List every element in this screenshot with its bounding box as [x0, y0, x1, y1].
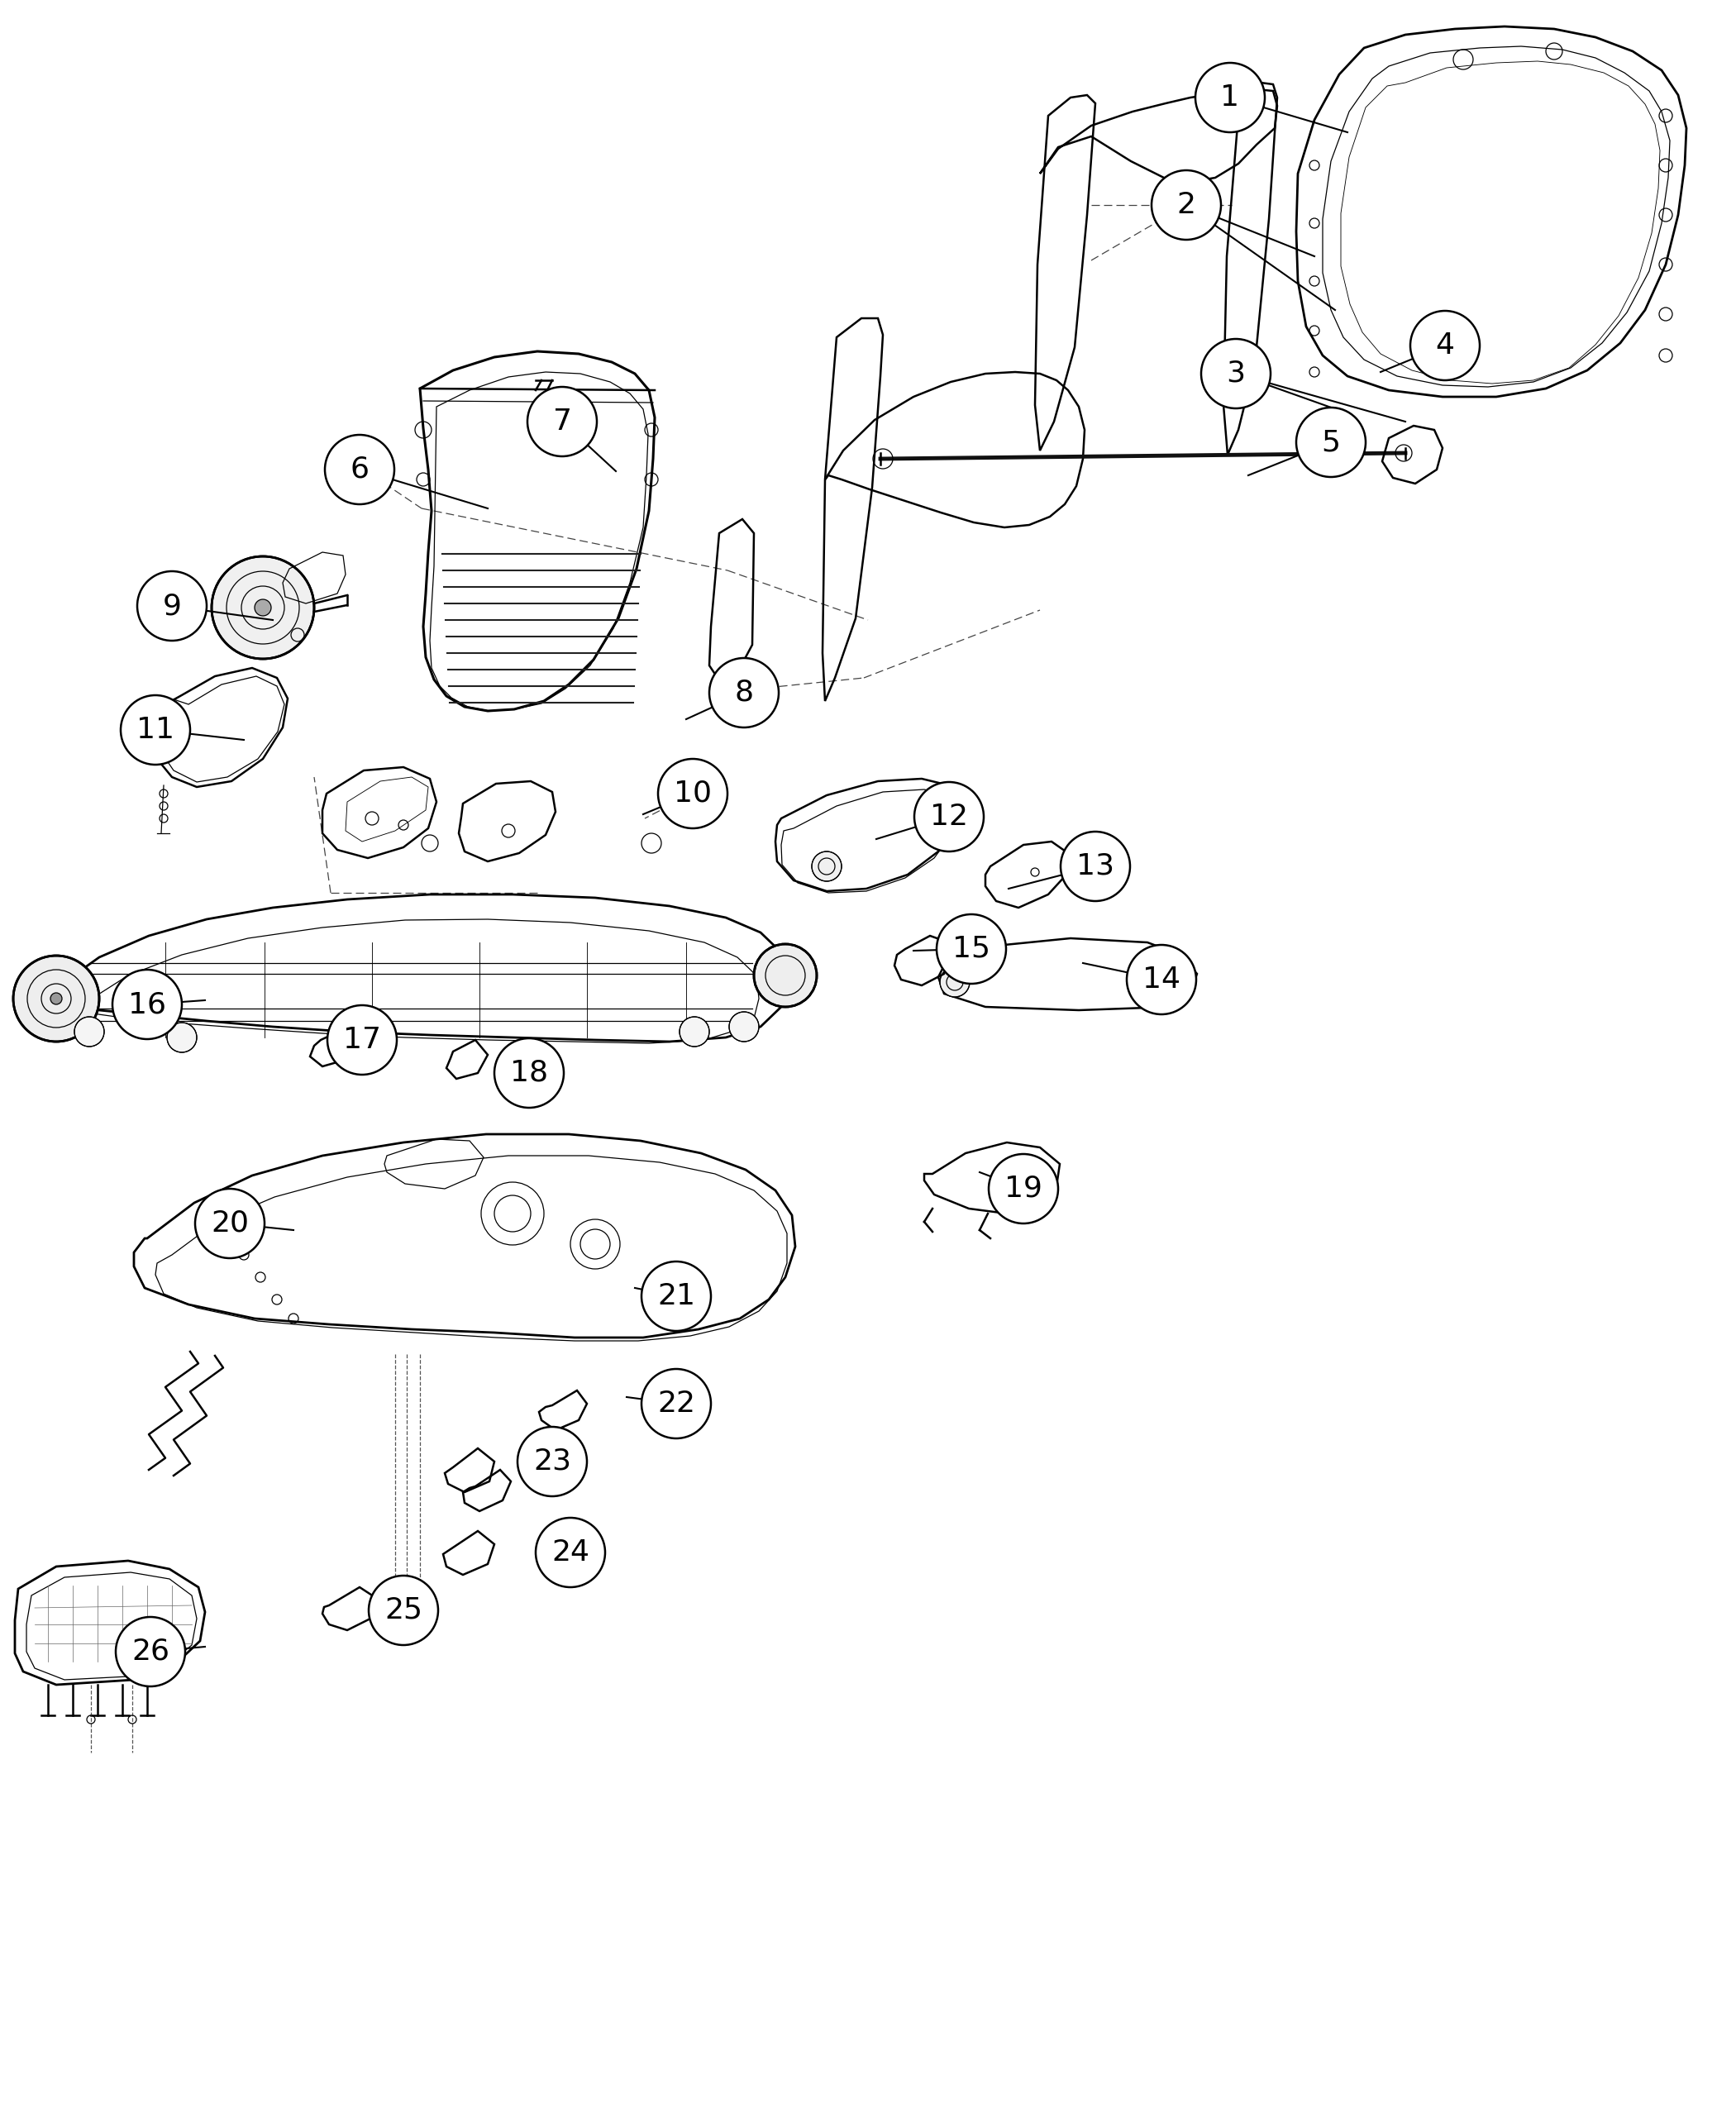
Circle shape [642, 1261, 712, 1330]
Circle shape [1151, 171, 1220, 240]
Circle shape [325, 434, 394, 504]
Circle shape [255, 599, 271, 616]
Circle shape [937, 915, 1007, 984]
Text: 7: 7 [552, 407, 571, 436]
Text: 25: 25 [384, 1596, 422, 1625]
Text: 21: 21 [658, 1282, 694, 1311]
Circle shape [642, 1368, 712, 1438]
Circle shape [658, 759, 727, 828]
Circle shape [122, 696, 191, 765]
Circle shape [729, 1012, 759, 1041]
Text: 15: 15 [953, 936, 990, 963]
Text: 17: 17 [344, 1027, 382, 1054]
Circle shape [495, 1039, 564, 1107]
Circle shape [194, 1189, 264, 1258]
Circle shape [75, 1016, 104, 1046]
Text: 22: 22 [658, 1389, 694, 1419]
Circle shape [753, 944, 816, 1008]
Text: 24: 24 [552, 1539, 590, 1566]
Circle shape [116, 1617, 186, 1686]
Circle shape [517, 1427, 587, 1497]
Text: 13: 13 [1076, 852, 1115, 881]
Text: 20: 20 [210, 1210, 248, 1237]
Text: 3: 3 [1226, 360, 1245, 388]
Circle shape [915, 782, 984, 852]
Circle shape [1201, 339, 1271, 409]
Circle shape [167, 1022, 196, 1052]
Text: 6: 6 [351, 455, 370, 483]
Text: 11: 11 [137, 717, 174, 744]
Text: 9: 9 [163, 592, 181, 620]
Text: 2: 2 [1177, 192, 1196, 219]
Circle shape [50, 993, 62, 1003]
Circle shape [1196, 63, 1266, 133]
Text: 26: 26 [132, 1638, 170, 1665]
Circle shape [990, 1153, 1059, 1223]
Circle shape [536, 1518, 606, 1587]
Circle shape [1127, 944, 1196, 1014]
Text: 23: 23 [533, 1448, 571, 1476]
Circle shape [14, 955, 99, 1041]
Circle shape [679, 1016, 710, 1046]
Text: 4: 4 [1436, 331, 1455, 360]
Circle shape [812, 852, 842, 881]
Circle shape [212, 557, 314, 660]
Text: 14: 14 [1142, 965, 1180, 993]
Text: 1: 1 [1220, 84, 1240, 112]
Circle shape [113, 970, 182, 1039]
Circle shape [368, 1575, 437, 1644]
Circle shape [137, 571, 207, 641]
Text: 8: 8 [734, 679, 753, 706]
Text: 5: 5 [1321, 428, 1340, 455]
Circle shape [939, 968, 970, 997]
Text: 18: 18 [510, 1058, 549, 1088]
Circle shape [528, 388, 597, 455]
Circle shape [328, 1006, 398, 1075]
Circle shape [1297, 407, 1366, 476]
Text: 10: 10 [674, 780, 712, 807]
Circle shape [710, 658, 779, 727]
Circle shape [1410, 310, 1479, 379]
Circle shape [1061, 833, 1130, 900]
Text: 12: 12 [930, 803, 969, 831]
Text: 19: 19 [1005, 1174, 1042, 1204]
Text: 16: 16 [128, 991, 167, 1018]
